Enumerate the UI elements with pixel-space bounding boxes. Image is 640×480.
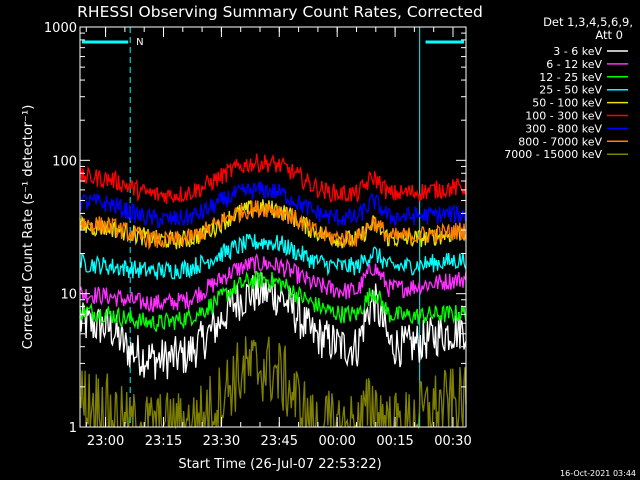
chart-title: RHESSI Observing Summary Count Rates, Co…	[77, 3, 483, 21]
legend-entry-label: 7000 - 15000 keV	[504, 148, 602, 161]
y-tick-label: 100	[52, 154, 77, 169]
x-tick-label: 23:45	[261, 434, 298, 449]
y-tick-label: 10	[60, 288, 77, 303]
y-axis-label: Corrected Count Rate (s⁻¹ detector⁻¹)	[21, 105, 36, 350]
series-line	[79, 181, 467, 229]
x-tick-label: 00:00	[318, 434, 355, 449]
x-tick-label: 23:00	[87, 434, 124, 449]
series-line	[79, 270, 467, 332]
x-tick-label: 23:15	[145, 434, 182, 449]
night-marker-label: N	[136, 37, 143, 48]
x-axis: 23:00 23:15 23:30 23:45 00:00 00:15 00:30	[85, 27, 472, 449]
x-tick-label: 00:30	[434, 434, 471, 449]
series-line	[79, 252, 467, 313]
legend-entry-label: 50 - 100 keV	[532, 97, 602, 110]
legend-entry-label: 6 - 12 keV	[546, 58, 602, 71]
timestamp: 16-Oct-2021 03:44	[560, 469, 636, 478]
series-line	[79, 200, 467, 250]
series-line	[79, 153, 467, 205]
series-line	[79, 272, 467, 380]
legend-entry-label: 100 - 300 keV	[525, 110, 602, 123]
x-axis-label: Start Time (26-Jul-07 22:53:22)	[178, 457, 381, 472]
legend-entry-label: 300 - 800 keV	[525, 122, 602, 135]
legend-header-attenuator: Att 0	[595, 28, 623, 42]
y-tick-label: 1	[69, 421, 77, 436]
plot-frame	[79, 26, 467, 428]
legend-header-detectors: Det 1,3,4,5,6,9,	[543, 15, 633, 29]
legend-entry-label: 12 - 25 keV	[539, 71, 602, 84]
x-tick-label: 23:30	[203, 434, 240, 449]
legend-entry-label: 800 - 7000 keV	[518, 135, 602, 148]
legend-entry-label: 25 - 50 keV	[539, 84, 602, 97]
series-line	[79, 233, 467, 280]
x-tick-label: 00:15	[376, 434, 413, 449]
y-axis: 1 10 100 1000	[44, 21, 466, 436]
legend-entry-label: 3 - 6 keV	[553, 45, 602, 58]
y-tick-label: 1000	[44, 21, 77, 36]
